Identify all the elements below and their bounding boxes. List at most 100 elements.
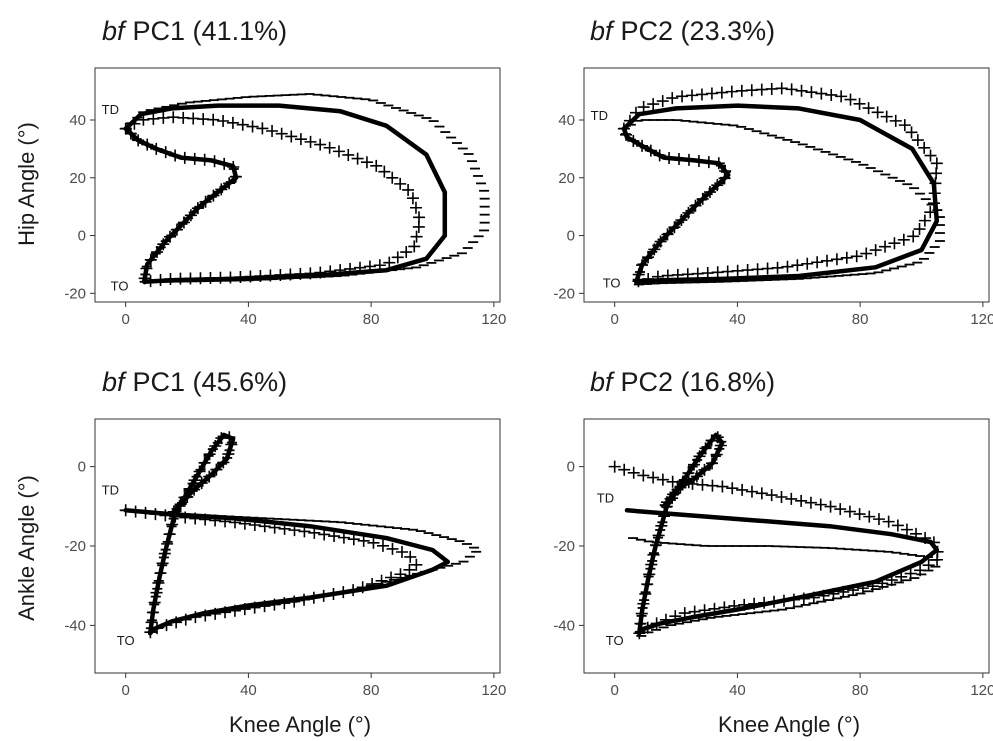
series-minus-sd (120, 93, 490, 283)
point-marker (897, 233, 910, 246)
point-marker (637, 597, 650, 610)
y-tick-label: -20 (553, 538, 575, 555)
point-marker (712, 157, 725, 170)
point-marker (699, 442, 712, 455)
point-marker (344, 262, 357, 275)
x-tick-label: 120 (481, 311, 506, 328)
point-marker (785, 492, 798, 505)
point-marker (620, 128, 633, 141)
point-marker (905, 126, 918, 139)
point-marker (409, 201, 422, 214)
point-marker (144, 253, 157, 266)
point-marker (795, 84, 808, 97)
point-marker (199, 609, 212, 622)
x-tick-label: 0 (611, 311, 619, 328)
point-marker (637, 469, 650, 482)
point-marker (843, 505, 856, 518)
point-marker (682, 153, 695, 166)
point-marker (871, 106, 884, 119)
point-marker (667, 488, 680, 501)
point-marker (160, 619, 173, 632)
point-marker (676, 475, 689, 488)
point-marker (706, 479, 719, 492)
point-marker (170, 223, 183, 236)
point-marker (163, 528, 176, 541)
point-marker (149, 508, 162, 521)
point-marker (298, 593, 311, 606)
y-tick-label: 0 (78, 459, 86, 476)
point-marker (675, 214, 688, 227)
point-marker (144, 626, 157, 639)
point-marker (862, 102, 875, 115)
point-marker (719, 164, 732, 177)
point-marker (758, 596, 771, 609)
panel-title: bf PC1 (45.6%) (102, 367, 287, 397)
point-marker (376, 539, 389, 552)
point-marker (738, 598, 751, 611)
point-marker (156, 557, 169, 570)
point-marker (639, 587, 652, 600)
plot-frame (583, 67, 990, 303)
point-marker (856, 582, 869, 595)
point-marker (682, 206, 695, 219)
point-marker (140, 262, 153, 275)
point-marker (128, 117, 141, 130)
point-marker (129, 505, 142, 518)
point-marker (215, 432, 228, 445)
point-marker (268, 521, 281, 534)
point-marker (337, 531, 350, 544)
point-marker (635, 607, 648, 620)
point-marker (797, 592, 810, 605)
point-marker (150, 586, 163, 599)
series-plus-sd (617, 82, 943, 288)
point-marker (617, 122, 630, 135)
point-marker (726, 482, 739, 495)
point-marker (138, 272, 151, 285)
point-marker (159, 146, 172, 159)
point-marker (641, 578, 654, 591)
point-marker (910, 527, 923, 540)
x-tick-label: 120 (481, 682, 506, 699)
point-marker (837, 585, 850, 598)
point-marker (815, 87, 828, 100)
point-marker (229, 170, 242, 183)
x-tick-label: 40 (240, 311, 257, 328)
point-marker (266, 125, 279, 138)
point-marker (228, 604, 241, 617)
y-tick-label: -40 (553, 617, 575, 634)
point-marker (781, 260, 794, 273)
point-marker (383, 256, 396, 269)
point-marker (718, 601, 731, 614)
point-marker (674, 481, 687, 494)
point-marker (314, 138, 327, 151)
point-marker (199, 195, 212, 208)
point-marker (363, 260, 376, 273)
point-marker (298, 525, 311, 538)
y-axis-label-hip: Hip Angle (°) (14, 122, 39, 246)
point-marker (347, 533, 360, 546)
point-marker (146, 606, 159, 619)
point-marker (238, 603, 251, 616)
point-marker (327, 587, 340, 600)
y-tick-label: 40 (558, 112, 575, 129)
point-marker (736, 483, 749, 496)
point-marker (695, 88, 708, 101)
point-marker (658, 510, 671, 523)
point-marker (801, 257, 814, 270)
point-marker (645, 558, 658, 571)
point-marker (174, 498, 187, 511)
point-marker (678, 607, 691, 620)
annotation-td: TD (102, 482, 119, 497)
point-marker (804, 496, 817, 509)
point-marker (835, 90, 848, 103)
point-marker (698, 604, 711, 617)
point-marker (157, 238, 170, 251)
point-marker (386, 542, 399, 555)
point-marker (356, 581, 369, 594)
point-marker (203, 470, 216, 483)
plot-frame (94, 67, 501, 303)
x-tick-label: 80 (363, 311, 380, 328)
point-marker (924, 206, 937, 219)
point-marker (170, 616, 183, 629)
